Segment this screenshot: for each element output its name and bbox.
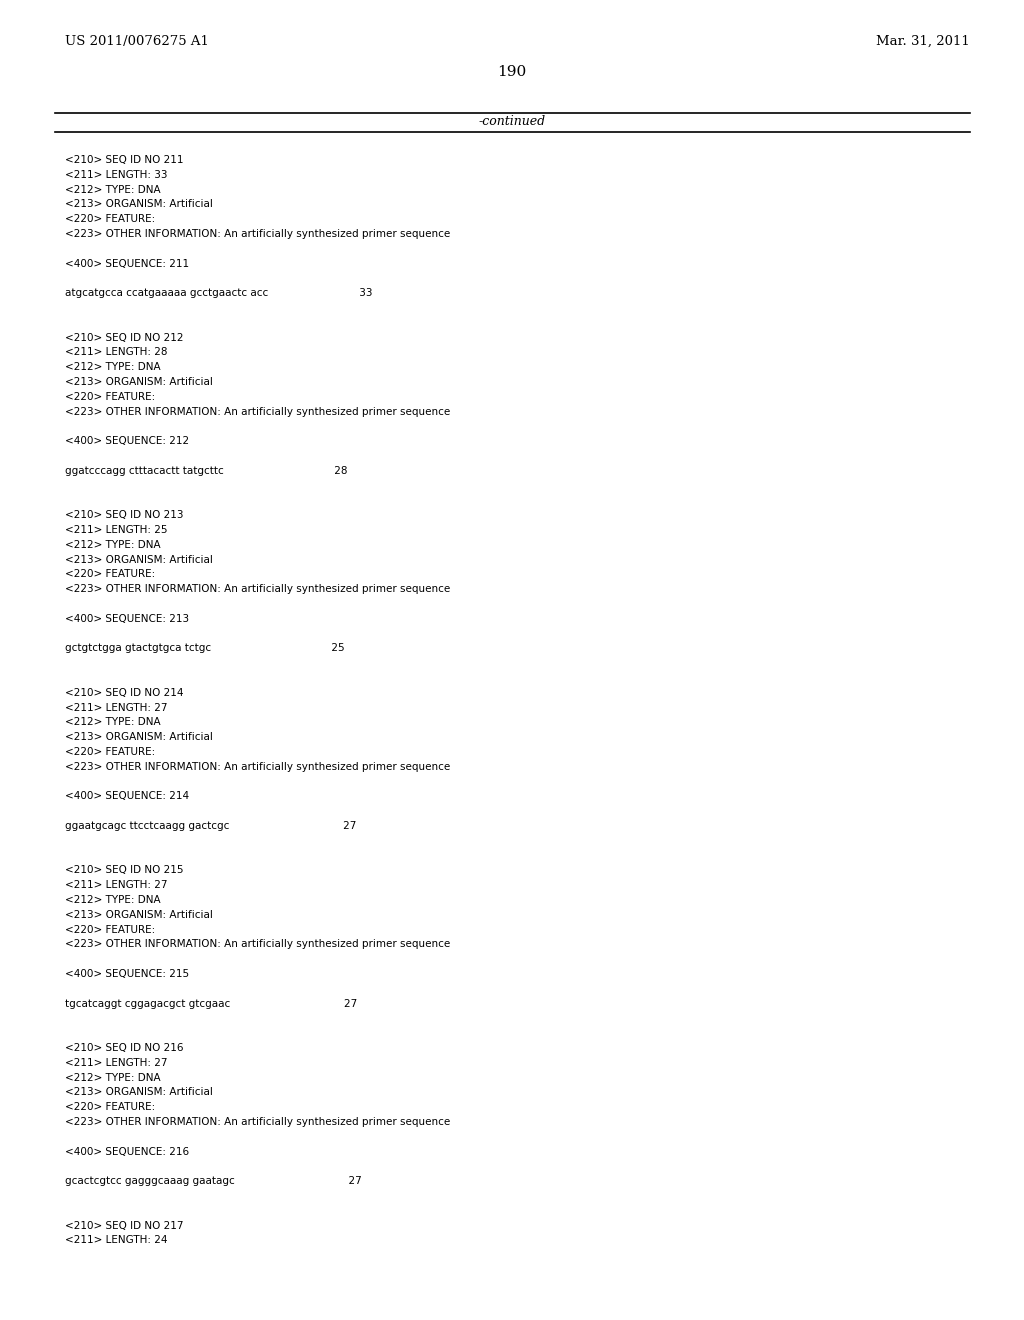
Text: <212> TYPE: DNA: <212> TYPE: DNA: [65, 717, 161, 727]
Text: <223> OTHER INFORMATION: An artificially synthesized primer sequence: <223> OTHER INFORMATION: An artificially…: [65, 228, 451, 239]
Text: tgcatcaggt cggagacgct gtcgaac                                   27: tgcatcaggt cggagacgct gtcgaac 27: [65, 999, 357, 1008]
Text: atgcatgcca ccatgaaaaa gcctgaactc acc                            33: atgcatgcca ccatgaaaaa gcctgaactc acc 33: [65, 288, 373, 298]
Text: <223> OTHER INFORMATION: An artificially synthesized primer sequence: <223> OTHER INFORMATION: An artificially…: [65, 407, 451, 417]
Text: <210> SEQ ID NO 217: <210> SEQ ID NO 217: [65, 1221, 183, 1230]
Text: <400> SEQUENCE: 216: <400> SEQUENCE: 216: [65, 1147, 189, 1156]
Text: <210> SEQ ID NO 214: <210> SEQ ID NO 214: [65, 688, 183, 698]
Text: <220> FEATURE:: <220> FEATURE:: [65, 569, 156, 579]
Text: <220> FEATURE:: <220> FEATURE:: [65, 392, 156, 401]
Text: <213> ORGANISM: Artificial: <213> ORGANISM: Artificial: [65, 909, 213, 920]
Text: <220> FEATURE:: <220> FEATURE:: [65, 1102, 156, 1113]
Text: <213> ORGANISM: Artificial: <213> ORGANISM: Artificial: [65, 733, 213, 742]
Text: <400> SEQUENCE: 211: <400> SEQUENCE: 211: [65, 259, 189, 268]
Text: <210> SEQ ID NO 216: <210> SEQ ID NO 216: [65, 1043, 183, 1053]
Text: <220> FEATURE:: <220> FEATURE:: [65, 747, 156, 756]
Text: <211> LENGTH: 24: <211> LENGTH: 24: [65, 1236, 168, 1245]
Text: gcactcgtcc gagggcaaag gaatagc                                   27: gcactcgtcc gagggcaaag gaatagc 27: [65, 1176, 361, 1187]
Text: <211> LENGTH: 27: <211> LENGTH: 27: [65, 702, 168, 713]
Text: Mar. 31, 2011: Mar. 31, 2011: [877, 36, 970, 48]
Text: ggatcccagg ctttacactt tatgcttc                                  28: ggatcccagg ctttacactt tatgcttc 28: [65, 466, 347, 475]
Text: <213> ORGANISM: Artificial: <213> ORGANISM: Artificial: [65, 554, 213, 565]
Text: <400> SEQUENCE: 215: <400> SEQUENCE: 215: [65, 969, 189, 979]
Text: <220> FEATURE:: <220> FEATURE:: [65, 214, 156, 224]
Text: <210> SEQ ID NO 215: <210> SEQ ID NO 215: [65, 866, 183, 875]
Text: <211> LENGTH: 27: <211> LENGTH: 27: [65, 880, 168, 890]
Text: <210> SEQ ID NO 213: <210> SEQ ID NO 213: [65, 511, 183, 520]
Text: <211> LENGTH: 25: <211> LENGTH: 25: [65, 525, 168, 535]
Text: <400> SEQUENCE: 214: <400> SEQUENCE: 214: [65, 792, 189, 801]
Text: <212> TYPE: DNA: <212> TYPE: DNA: [65, 540, 161, 550]
Text: <210> SEQ ID NO 212: <210> SEQ ID NO 212: [65, 333, 183, 343]
Text: <213> ORGANISM: Artificial: <213> ORGANISM: Artificial: [65, 1088, 213, 1097]
Text: <400> SEQUENCE: 213: <400> SEQUENCE: 213: [65, 614, 189, 624]
Text: -continued: -continued: [478, 115, 546, 128]
Text: <213> ORGANISM: Artificial: <213> ORGANISM: Artificial: [65, 199, 213, 210]
Text: <223> OTHER INFORMATION: An artificially synthesized primer sequence: <223> OTHER INFORMATION: An artificially…: [65, 762, 451, 772]
Text: <212> TYPE: DNA: <212> TYPE: DNA: [65, 1073, 161, 1082]
Text: gctgtctgga gtactgtgca tctgc                                     25: gctgtctgga gtactgtgca tctgc 25: [65, 643, 345, 653]
Text: <211> LENGTH: 28: <211> LENGTH: 28: [65, 347, 168, 358]
Text: <223> OTHER INFORMATION: An artificially synthesized primer sequence: <223> OTHER INFORMATION: An artificially…: [65, 1117, 451, 1127]
Text: <211> LENGTH: 27: <211> LENGTH: 27: [65, 1057, 168, 1068]
Text: 190: 190: [498, 65, 526, 79]
Text: <212> TYPE: DNA: <212> TYPE: DNA: [65, 362, 161, 372]
Text: <212> TYPE: DNA: <212> TYPE: DNA: [65, 185, 161, 194]
Text: <212> TYPE: DNA: <212> TYPE: DNA: [65, 895, 161, 906]
Text: ggaatgcagc ttcctcaagg gactcgc                                   27: ggaatgcagc ttcctcaagg gactcgc 27: [65, 821, 356, 832]
Text: <220> FEATURE:: <220> FEATURE:: [65, 924, 156, 935]
Text: <210> SEQ ID NO 211: <210> SEQ ID NO 211: [65, 154, 183, 165]
Text: US 2011/0076275 A1: US 2011/0076275 A1: [65, 36, 209, 48]
Text: <213> ORGANISM: Artificial: <213> ORGANISM: Artificial: [65, 378, 213, 387]
Text: <211> LENGTH: 33: <211> LENGTH: 33: [65, 170, 168, 180]
Text: <223> OTHER INFORMATION: An artificially synthesized primer sequence: <223> OTHER INFORMATION: An artificially…: [65, 940, 451, 949]
Text: <223> OTHER INFORMATION: An artificially synthesized primer sequence: <223> OTHER INFORMATION: An artificially…: [65, 585, 451, 594]
Text: <400> SEQUENCE: 212: <400> SEQUENCE: 212: [65, 436, 189, 446]
